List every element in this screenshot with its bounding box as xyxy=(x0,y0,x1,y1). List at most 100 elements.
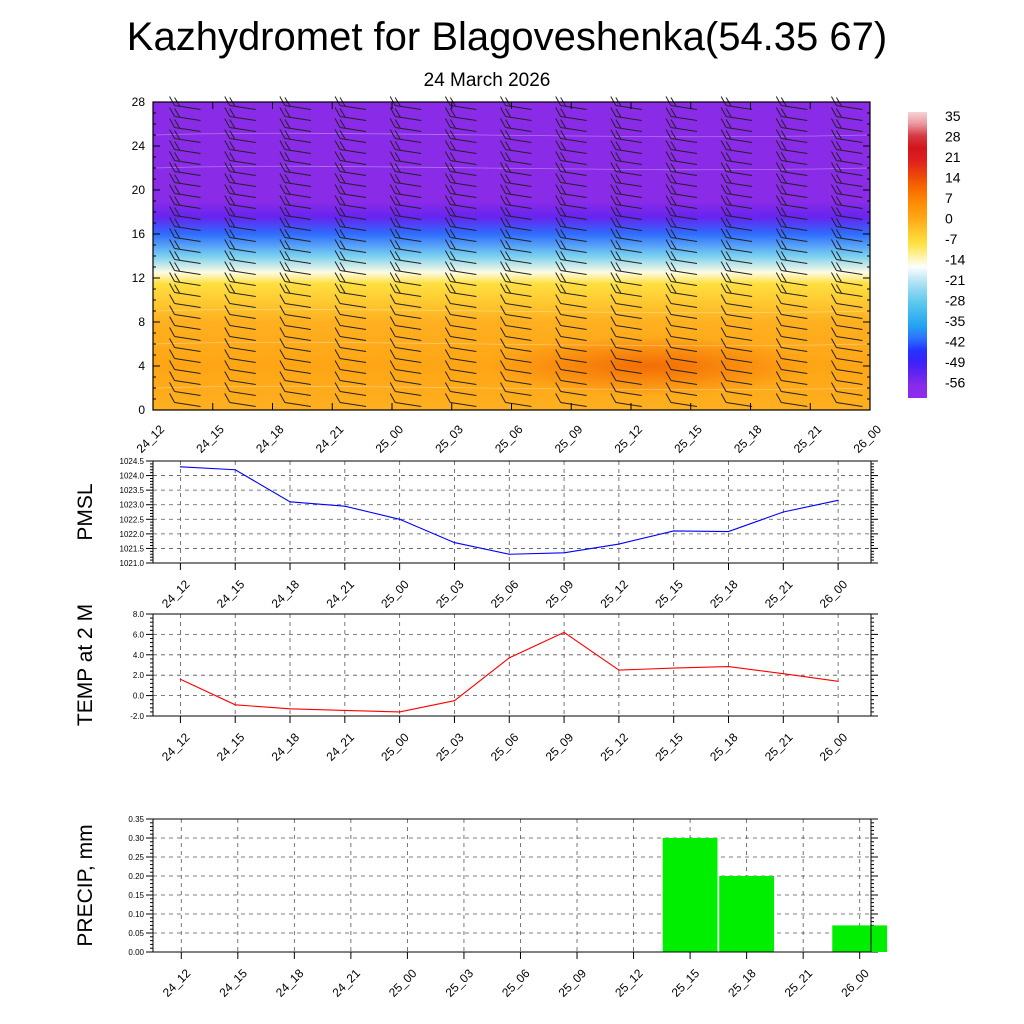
wind-barb-flag xyxy=(720,118,727,128)
wind-barb-shaft xyxy=(284,347,311,352)
wind-barb-shaft xyxy=(781,292,808,297)
wind-barb-shaft xyxy=(781,226,808,231)
panel-frame xyxy=(152,460,872,564)
wind-barb-flag xyxy=(279,305,286,315)
wind-barb xyxy=(389,250,422,264)
wind-barb xyxy=(334,338,367,352)
wind-barb-flag xyxy=(444,228,451,238)
wind-barb-flag xyxy=(725,152,732,162)
colorbar-label: -56 xyxy=(945,375,965,391)
data-point xyxy=(782,673,784,675)
wind-barb-shaft xyxy=(284,259,311,264)
contour-line xyxy=(152,341,871,347)
wind-barb xyxy=(610,195,642,209)
wind-barb xyxy=(279,118,311,132)
wind-barb-flag xyxy=(279,261,286,271)
wind-barb xyxy=(279,371,311,385)
wind-barb-shaft xyxy=(781,336,808,341)
x-tick-label: 25_06 xyxy=(499,966,533,1000)
wind-barb-flag xyxy=(555,140,562,150)
wind-barb-shaft xyxy=(836,336,863,341)
wind-barb xyxy=(334,360,367,374)
wind-barb-shaft xyxy=(505,149,532,154)
wind-barb xyxy=(279,129,311,143)
wind-barb-flag xyxy=(775,195,782,205)
wind-barb-flag xyxy=(444,217,451,227)
wind-barb-shaft xyxy=(560,116,587,121)
wind-barb-flag xyxy=(224,173,231,183)
wind-barb-flag xyxy=(720,217,727,227)
wind-barb-flag xyxy=(279,393,286,403)
wind-barb-flag xyxy=(284,218,291,228)
wind-barb-shaft xyxy=(284,204,311,209)
wind-barb xyxy=(169,250,201,264)
wind-barb-shaft xyxy=(284,149,311,154)
wind-barb-shaft xyxy=(836,149,863,154)
wind-barb-flag xyxy=(615,218,622,228)
wind-barb xyxy=(500,195,532,209)
wind-barb-flag xyxy=(725,119,732,129)
wind-barb-shaft xyxy=(726,314,753,319)
wind-barb xyxy=(775,382,808,396)
wind-barb xyxy=(555,305,587,319)
wind-barb-flag xyxy=(394,218,401,228)
wind-barb-shaft xyxy=(836,270,863,275)
wind-barb-flag xyxy=(339,218,346,228)
x-tick-label: 25_18 xyxy=(731,422,765,456)
wind-barb-flag xyxy=(500,118,506,128)
wind-barb-shaft xyxy=(836,215,863,220)
wind-barb-shaft xyxy=(450,215,477,220)
wind-barb-flag xyxy=(615,174,622,184)
wind-barb-shaft xyxy=(781,325,808,330)
wind-barb-shaft xyxy=(174,105,201,110)
wind-barb-shaft xyxy=(836,292,863,297)
wind-barb-shaft xyxy=(229,193,256,198)
wind-barb-flag xyxy=(500,239,506,249)
wind-barb xyxy=(555,228,587,242)
x-tick-label: 26_00 xyxy=(817,577,851,611)
wind-barb-shaft xyxy=(174,270,201,275)
wind-barb xyxy=(224,371,256,385)
wind-barb-flag xyxy=(835,240,842,250)
wind-barb-flag xyxy=(449,185,456,195)
wind-barb xyxy=(830,173,863,187)
data-point xyxy=(344,505,346,507)
data-point xyxy=(727,665,730,668)
wind-barb-flag xyxy=(389,371,396,381)
pmsl-panel: 1021.0 1021.5 1022.0 1022.5 1023.0 1023.5 1024… xyxy=(74,457,878,611)
wind-barb-shaft xyxy=(726,391,753,396)
wind-barb-shaft xyxy=(726,215,753,220)
wind-barb xyxy=(555,206,587,220)
wind-barb-flag xyxy=(229,284,236,294)
x-tick-label: 25_03 xyxy=(433,577,467,611)
wind-barb-shaft xyxy=(284,215,311,220)
wind-barb-flag xyxy=(394,284,401,294)
wind-barb-flag xyxy=(229,196,236,206)
wind-barb-flag xyxy=(279,118,286,128)
x-tick-label: 25_09 xyxy=(552,422,586,456)
wind-barb xyxy=(775,118,808,132)
wind-barb-flag xyxy=(725,273,732,283)
wind-barb-flag xyxy=(169,162,176,172)
wind-barb-flag xyxy=(505,185,511,195)
wind-barb xyxy=(720,118,753,132)
wind-barb-shaft xyxy=(670,248,698,253)
wind-barb-flag xyxy=(334,184,341,194)
data-point xyxy=(837,499,839,501)
wind-barb-shaft xyxy=(284,270,311,275)
wind-barb-flag xyxy=(500,283,506,293)
wind-barb-flag xyxy=(560,174,567,184)
wind-barb-flag xyxy=(610,272,617,282)
wind-barb-flag xyxy=(169,140,176,150)
wind-barb-flag xyxy=(444,184,451,194)
wind-barb-flag xyxy=(284,229,291,239)
wind-barb-flag xyxy=(560,108,567,118)
wind-barb-flag xyxy=(224,239,231,249)
wind-barb xyxy=(720,338,753,352)
wind-barb-shaft xyxy=(505,314,532,319)
wind-barb-shaft xyxy=(174,116,201,121)
wind-barb-flag xyxy=(334,206,341,216)
wind-barb xyxy=(500,393,532,407)
wind-barb-flag xyxy=(610,228,617,238)
wind-barb-flag xyxy=(224,349,231,359)
